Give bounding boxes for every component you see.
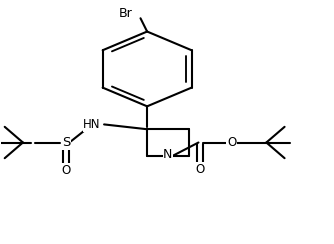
Text: S: S (62, 136, 70, 149)
Text: O: O (195, 163, 205, 175)
Text: O: O (61, 164, 70, 177)
Text: O: O (227, 136, 236, 149)
Text: N: N (163, 148, 173, 161)
Text: HN: HN (83, 118, 101, 131)
Text: Br: Br (119, 7, 132, 20)
